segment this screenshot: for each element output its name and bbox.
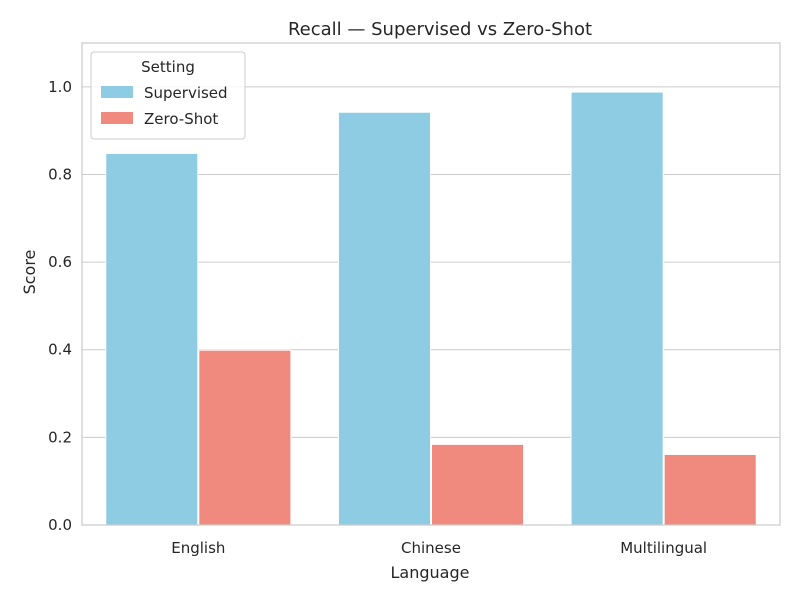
y-tick-label: 0.0 xyxy=(48,516,72,534)
legend-swatch-zero-shot xyxy=(101,112,133,124)
bar-zero-shot-chinese xyxy=(431,443,525,526)
y-tick-label: 0.8 xyxy=(48,165,72,183)
legend-label-supervised: Supervised xyxy=(144,84,228,102)
y-tick-labels: 0.0 0.2 0.4 0.6 0.8 1.0 xyxy=(48,78,72,534)
x-axis-label: Language xyxy=(391,563,470,582)
legend-swatch-supervised xyxy=(101,86,133,98)
y-axis-label: Score xyxy=(20,250,39,295)
x-tick-label: Multilingual xyxy=(620,539,707,557)
bar-supervised-english xyxy=(105,152,199,526)
bars xyxy=(105,91,757,526)
y-tick-label: 0.6 xyxy=(48,253,72,271)
x-tick-labels: English Chinese Multilingual xyxy=(171,539,707,557)
legend: Setting Supervised Zero-Shot xyxy=(90,51,246,140)
bar-supervised-chinese xyxy=(337,111,431,526)
chart-title: Recall — Supervised vs Zero-Shot xyxy=(288,19,592,40)
x-tick-label: Chinese xyxy=(401,539,461,557)
plot-frame xyxy=(81,42,781,526)
y-tick-label: 1.0 xyxy=(48,78,72,96)
y-tick-label: 0.4 xyxy=(48,341,72,359)
y-tick-label: 0.2 xyxy=(48,428,72,446)
bar-supervised-multilingual xyxy=(570,91,664,526)
x-tick-label: English xyxy=(171,539,225,557)
legend-label-zero-shot: Zero-Shot xyxy=(144,110,218,128)
bar-zero-shot-english xyxy=(198,349,292,526)
legend-title: Setting xyxy=(141,58,195,76)
bar-zero-shot-multilingual xyxy=(663,453,757,526)
